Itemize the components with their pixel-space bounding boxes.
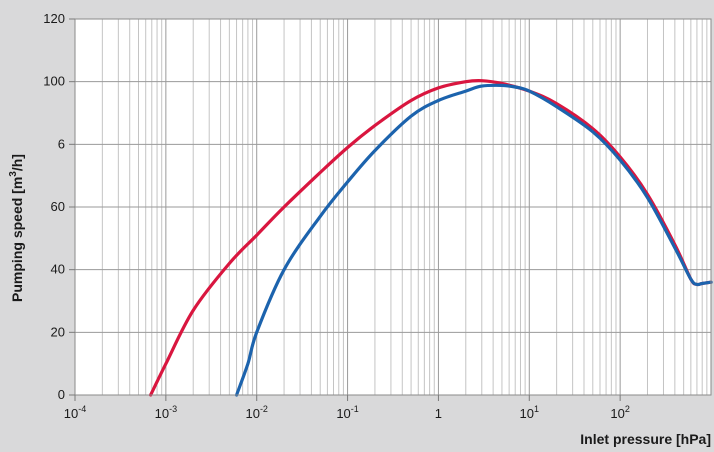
y-tick-label: 0: [58, 387, 65, 402]
x-axis-title: Inlet pressure [hPa]: [580, 431, 711, 447]
y-tick-label: 20: [51, 324, 65, 339]
x-tick-labels: 10-4 10-3 10-2 10-1 1 101 102: [64, 395, 630, 421]
y-tick-label: 60: [51, 199, 65, 214]
x-tick-label: 1: [435, 406, 442, 421]
x-tick-label: 10-2: [245, 404, 267, 421]
series-line-2: [235, 83, 713, 397]
y-axis-title: Pumping speed [m3/h]: [8, 154, 25, 302]
x-tick-label: 102: [610, 404, 629, 421]
series-lines: [149, 78, 713, 397]
x-tick-label: 101: [520, 404, 539, 421]
y-tick-label: 120: [43, 11, 65, 26]
grid-lines: [74, 18, 711, 396]
x-tick-label: 10-1: [336, 404, 358, 421]
y-tick-label: 40: [51, 262, 65, 277]
y-tick-label: 100: [43, 74, 65, 89]
y-tick-label: 6: [58, 136, 65, 151]
y-tick-labels: 0 20 40 60 6 100 120: [43, 11, 75, 402]
x-tick-label: 10-3: [155, 404, 177, 421]
x-tick-label: 10-4: [64, 404, 86, 421]
